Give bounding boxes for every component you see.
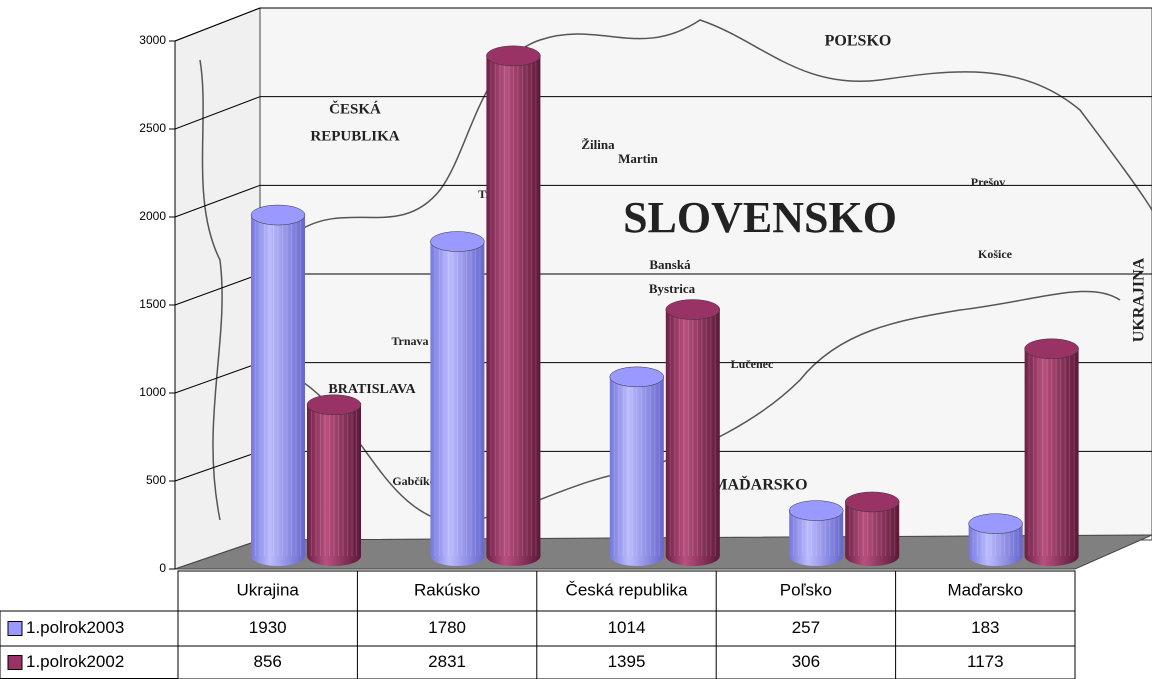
map-label: Košice: [978, 247, 1013, 261]
bar-top: [609, 366, 665, 388]
bar: [430, 231, 485, 566]
bar-body: [307, 404, 361, 556]
y-tick-label: 1000: [139, 385, 166, 399]
map-label: Trnava: [391, 334, 428, 348]
map-label: POĽSKO: [825, 33, 892, 50]
legend-swatch: [7, 655, 23, 670]
grid-line: [174, 7, 261, 42]
bar: [1024, 338, 1079, 566]
map-label: Banská: [649, 257, 691, 272]
table-header: Česká republika: [566, 580, 688, 599]
y-tick-label: 2000: [139, 209, 166, 223]
table-value: 257: [792, 618, 820, 637]
map-label: SLOVENSKO: [623, 193, 897, 242]
y-tick-label: 2500: [139, 121, 166, 135]
bar-body: [665, 309, 720, 556]
grid-line: [174, 450, 261, 482]
table-value: 1780: [428, 618, 466, 637]
bar: [250, 204, 306, 566]
bar-top: [968, 513, 1023, 534]
bar: [665, 299, 721, 566]
bar-top: [306, 394, 362, 416]
bar: [486, 45, 541, 566]
y-tick-label: 500: [146, 473, 166, 487]
bar-body: [609, 376, 664, 556]
table-value: 1173: [967, 652, 1004, 671]
map-label: Lučenec: [731, 357, 774, 371]
map-label: ČESKÁ: [329, 100, 381, 117]
map-label: Žilina: [581, 137, 615, 152]
y-tick-label: 1500: [139, 297, 166, 311]
table-value: 2831: [428, 652, 466, 671]
grid-line: [174, 184, 261, 218]
bar: [609, 366, 665, 566]
bar: [844, 491, 900, 566]
table-value: 1930: [249, 618, 287, 637]
bar: [968, 513, 1023, 566]
table-value: 1395: [608, 652, 646, 671]
table-value: 856: [254, 652, 282, 671]
bar-body: [430, 241, 485, 557]
map-label: REPUBLIKA: [310, 128, 399, 144]
bar-body: [486, 55, 541, 557]
bar-body: [251, 215, 305, 557]
bar-top: [1024, 338, 1079, 360]
bar: [788, 500, 844, 566]
map-label: UKRAJINA: [1131, 257, 1148, 342]
table-header: Maďarsko: [947, 580, 1023, 599]
map-label: Prešov: [971, 175, 1005, 189]
map-label: Bystrica: [649, 281, 696, 296]
legend-swatch: [7, 621, 23, 636]
table-header: Poľsko: [780, 580, 832, 599]
map-label: Martin: [618, 151, 658, 166]
y-tick-label: 3000: [139, 33, 166, 47]
grid-line: [174, 96, 261, 130]
table-value: 1014: [608, 618, 646, 637]
side-wall: [174, 7, 261, 570]
grid-line: [174, 362, 261, 394]
legend-label: 1.polrok2003: [26, 618, 124, 637]
bar-top: [250, 204, 306, 226]
map-label: MAĎARSKO: [712, 475, 807, 494]
bar: [306, 394, 362, 566]
bar-top: [486, 45, 541, 67]
bar-top: [430, 231, 485, 252]
table-header: Rakúsko: [414, 580, 480, 599]
bar-top: [844, 491, 900, 513]
table-value: 306: [792, 652, 820, 671]
map-label: BRATISLAVA: [328, 382, 416, 397]
y-tick-label: 0: [159, 561, 166, 575]
legend-label: 1.polrok2002: [26, 652, 124, 671]
table-header: Ukrajina: [237, 580, 300, 599]
grid-line: [174, 273, 261, 306]
table-frame: [177, 570, 1076, 679]
bar-top: [665, 299, 721, 320]
table-value: 183: [971, 618, 999, 637]
bar-body: [1024, 348, 1079, 556]
bar-top: [788, 500, 844, 521]
